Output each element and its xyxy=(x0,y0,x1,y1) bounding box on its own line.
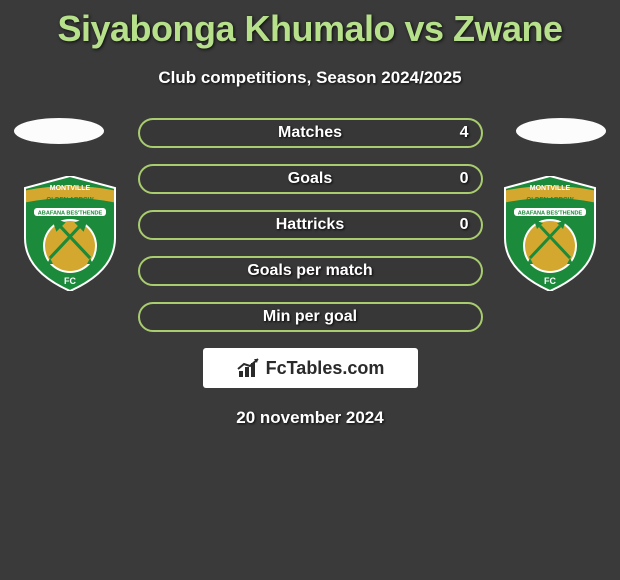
stat-value: 4 xyxy=(460,124,469,142)
page-title: Siyabonga Khumalo vs Zwane xyxy=(0,0,620,50)
stat-label: Matches xyxy=(278,124,342,142)
brand-logo: FcTables.com xyxy=(203,348,418,388)
svg-text:FC: FC xyxy=(64,276,76,286)
stat-label: Goals per match xyxy=(247,262,372,280)
stat-rows: Matches 4 Goals 0 Hattricks 0 Goals per match M… xyxy=(138,118,483,332)
stat-value: 0 xyxy=(460,216,469,234)
stat-label: Hattricks xyxy=(276,216,344,234)
svg-text:ABAFANA BES'THENDE: ABAFANA BES'THENDE xyxy=(518,211,583,217)
stat-row: Matches 4 xyxy=(138,118,483,148)
svg-text:OLDEN ARROW: OLDEN ARROW xyxy=(46,197,93,204)
svg-text:OLDEN ARROW: OLDEN ARROW xyxy=(526,197,573,204)
subtitle: Club competitions, Season 2024/2025 xyxy=(0,68,620,88)
brand-text: FcTables.com xyxy=(266,358,385,379)
svg-text:MONTVILLE: MONTVILLE xyxy=(530,185,571,192)
club-badge-right: MONTVILLE OLDEN ARROW ABAFANA BES'THENDE… xyxy=(500,176,600,291)
stat-label: Goals xyxy=(288,170,332,188)
stat-row: Min per goal xyxy=(138,302,483,332)
stat-value: 0 xyxy=(460,170,469,188)
stat-label: Min per goal xyxy=(263,308,357,326)
stat-row: Goals per match xyxy=(138,256,483,286)
svg-text:MONTVILLE: MONTVILLE xyxy=(50,185,91,192)
player-avatar-right xyxy=(516,118,606,144)
stats-area: MONTVILLE OLDEN ARROW ABAFANA BES'THENDE… xyxy=(0,118,620,332)
player-avatar-left xyxy=(14,118,104,144)
svg-text:FC: FC xyxy=(544,276,556,286)
stat-row: Hattricks 0 xyxy=(138,210,483,240)
club-badge-left: MONTVILLE OLDEN ARROW ABAFANA BES'THENDE… xyxy=(20,176,120,291)
stat-row: Goals 0 xyxy=(138,164,483,194)
date-text: 20 november 2024 xyxy=(0,408,620,428)
chart-icon xyxy=(236,357,262,379)
svg-text:ABAFANA BES'THENDE: ABAFANA BES'THENDE xyxy=(38,211,103,217)
